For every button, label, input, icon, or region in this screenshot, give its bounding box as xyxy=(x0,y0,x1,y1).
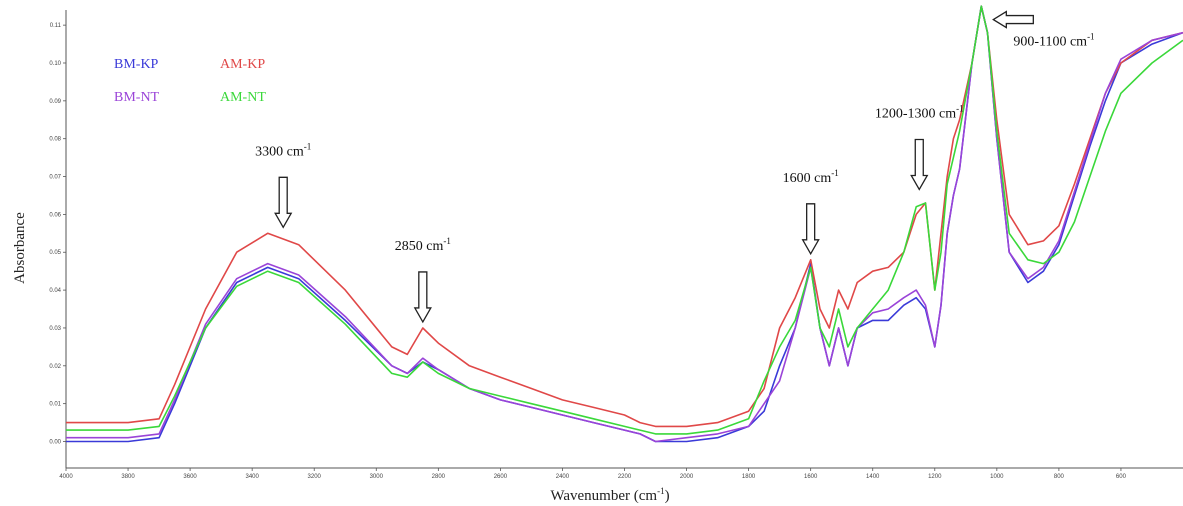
annotations-group: 3300 cm-1 2850 cm-1 1600 cm-1 1200-1300 cm-… xyxy=(255,10,1095,324)
annotation-label: 1600 cm-1 xyxy=(783,168,839,186)
x-tick-label: 3000 xyxy=(370,474,384,480)
annotation-label: 1200-1300 cm-1 xyxy=(875,103,964,121)
y-tick-label: 0.00 xyxy=(49,440,61,446)
x-tick-label: 4000 xyxy=(59,474,73,480)
y-tick-label: 0.11 xyxy=(50,23,62,29)
annotation-sup: -1 xyxy=(1087,32,1095,42)
annotation-arrow xyxy=(801,203,820,256)
x-axis-label-tail: ) xyxy=(665,488,670,504)
annotation-sup: -1 xyxy=(443,236,451,246)
x-tick-label: 1400 xyxy=(866,474,880,480)
x-tick-label: 1600 xyxy=(804,474,818,480)
y-tick-label: 0.08 xyxy=(49,137,61,143)
series-line-am-kp xyxy=(66,5,1183,428)
x-axis-label-sup: -1 xyxy=(657,486,665,496)
y-tick-label: 0.06 xyxy=(49,212,61,218)
annotation-arrow xyxy=(413,271,432,324)
x-tick-label: 800 xyxy=(1054,474,1065,480)
x-tick-label: 2800 xyxy=(432,474,446,480)
y-axis-label: Absorbance xyxy=(12,212,28,284)
x-tick-label: 3600 xyxy=(183,474,197,480)
annotation-arrow xyxy=(992,10,1034,29)
annotation-sup: -1 xyxy=(956,103,964,113)
series-group xyxy=(66,5,1183,443)
legend-entry-bm-nt: BM-NT xyxy=(114,90,160,105)
y-tick-label: 0.01 xyxy=(49,402,61,408)
y-tick-label: 0.03 xyxy=(49,326,61,332)
annotation-label: 3300 cm-1 xyxy=(255,141,311,159)
series-line-am-nt xyxy=(66,5,1183,435)
x-tick-label: 2000 xyxy=(680,474,694,480)
x-tick-label: 600 xyxy=(1116,474,1127,480)
plot-frame: 0.11 0.10 0.09 0.08 0.07 0.06 0.05 0.04 0.03 0.02… xyxy=(49,10,1183,480)
annotation-sup: -1 xyxy=(831,168,839,178)
x-tick-label: 2200 xyxy=(618,474,632,480)
annotation-sup: -1 xyxy=(304,141,312,151)
legend-entry-am-kp: AM-KP xyxy=(220,57,265,72)
annotation-arrow xyxy=(274,176,293,229)
y-tick-label: 0.10 xyxy=(49,61,61,67)
x-axis-label: Wavenumber (cm-1) xyxy=(550,486,669,504)
annotation-label: 2850 cm-1 xyxy=(395,236,451,254)
y-tick-label: 0.05 xyxy=(49,250,61,256)
x-tick-label: 2400 xyxy=(556,474,570,480)
legend: BM-KP AM-KP BM-NT AM-NT xyxy=(114,57,266,105)
x-tick-label: 1000 xyxy=(990,474,1004,480)
x-tick-label: 3800 xyxy=(121,474,135,480)
annotation-arrow xyxy=(910,138,929,191)
annotation-label: 900-1100 cm-1 xyxy=(1013,32,1094,50)
x-tick-label: 3400 xyxy=(245,474,259,480)
y-tick-label: 0.09 xyxy=(49,99,61,105)
y-tick-label: 0.07 xyxy=(49,175,61,181)
x-tick-label: 1200 xyxy=(928,474,942,480)
y-tick-label: 0.02 xyxy=(49,364,61,370)
y-tick-label: 0.04 xyxy=(49,288,61,294)
legend-entry-bm-kp: BM-KP xyxy=(114,57,159,72)
x-tick-label: 3200 xyxy=(308,474,322,480)
legend-entry-am-nt: AM-NT xyxy=(220,90,266,105)
x-tick-label: 2600 xyxy=(494,474,508,480)
x-tick-label: 1800 xyxy=(742,474,756,480)
